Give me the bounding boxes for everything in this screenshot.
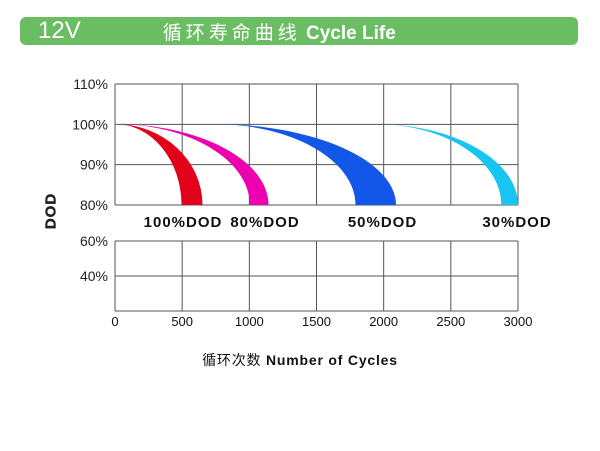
svg-text:3000: 3000 — [504, 314, 533, 329]
svg-text:30%DOD: 30%DOD — [482, 214, 551, 231]
svg-text:80%: 80% — [80, 197, 108, 213]
svg-text:1000: 1000 — [235, 314, 264, 329]
svg-text:40%: 40% — [80, 268, 108, 284]
svg-text:90%: 90% — [80, 157, 108, 173]
svg-text:60%: 60% — [80, 233, 108, 249]
svg-text:80%DOD: 80%DOD — [230, 214, 299, 231]
svg-text:100%DOD: 100%DOD — [144, 214, 223, 231]
svg-text:2500: 2500 — [436, 314, 465, 329]
svg-text:1500: 1500 — [302, 314, 331, 329]
svg-text:0: 0 — [111, 314, 118, 329]
svg-text:110%: 110% — [73, 76, 108, 92]
svg-text:2000: 2000 — [369, 314, 398, 329]
svg-text:100%: 100% — [72, 116, 108, 132]
svg-text:500: 500 — [171, 314, 193, 329]
svg-text:50%DOD: 50%DOD — [348, 214, 417, 231]
svg-text:DOD: DOD — [43, 193, 60, 229]
